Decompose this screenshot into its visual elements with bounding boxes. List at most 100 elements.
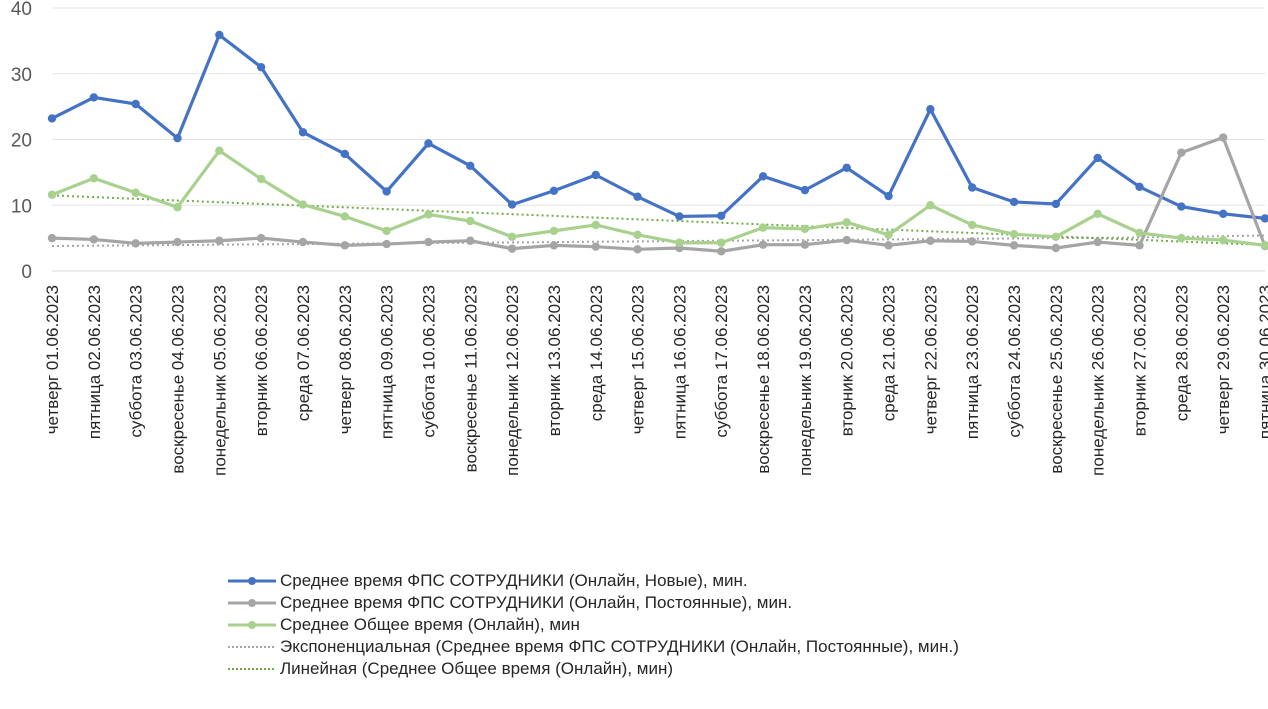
legend-item-trend-linear: Линейная (Среднее Общее время (Онлайн), …	[228, 658, 959, 680]
legend-item-series-2: Среднее время ФПС СОТРУДНИКИ (Онлайн, По…	[228, 592, 959, 614]
data-point	[717, 211, 726, 220]
data-point	[800, 185, 810, 195]
data-point	[1009, 197, 1019, 207]
x-tick-label: понедельник 26.06.2023	[1089, 285, 1108, 476]
x-tick-label: четверг 15.06.2023	[629, 285, 648, 434]
data-point	[131, 239, 140, 248]
series-line-2	[51, 135, 1267, 253]
data-point	[591, 170, 600, 180]
data-point	[926, 201, 935, 210]
x-tick-label: воскресенье 18.06.2023	[754, 285, 773, 474]
data-point	[256, 233, 266, 243]
x-tick-label: воскресенье 25.06.2023	[1047, 285, 1066, 474]
x-tick-label: суббота 03.06.2023	[127, 285, 146, 438]
plot-area	[47, 30, 1268, 256]
data-point	[47, 233, 57, 243]
x-tick-label: суббота 24.06.2023	[1005, 285, 1024, 438]
data-point	[968, 237, 977, 246]
x-tick-label: пятница 09.06.2023	[378, 285, 397, 439]
legend: Среднее время ФПС СОТРУДНИКИ (Онлайн, Но…	[228, 570, 959, 680]
y-tick-label: 20	[11, 131, 32, 152]
data-point	[1177, 233, 1186, 243]
trendline-linear	[51, 194, 1266, 246]
data-point	[47, 190, 57, 199]
data-point	[633, 192, 642, 201]
data-point	[215, 146, 224, 155]
legend-label-series-3: Среднее Общее время (Онлайн), мин	[280, 615, 580, 634]
data-point	[884, 230, 893, 240]
data-point	[968, 220, 977, 230]
x-tick-label: пятница 16.06.2023	[670, 285, 689, 439]
data-point	[1009, 229, 1019, 239]
x-tick-label: пятница 30.06.2023	[1256, 285, 1268, 439]
x-tick-label: четверг 29.06.2023	[1214, 285, 1233, 434]
data-point	[507, 232, 517, 242]
data-point	[842, 163, 851, 172]
y-tick-label: 40	[11, 0, 32, 20]
legend-label-trend-exponential: Экспоненциальная (Среднее время ФПС СОТР…	[280, 637, 959, 656]
series-line-1	[51, 33, 1266, 220]
y-tick-label: 10	[11, 196, 32, 217]
legend-item-series-1: Среднее время ФПС СОТРУДНИКИ (Онлайн, Но…	[228, 570, 959, 592]
x-tick-label: вторник 13.06.2023	[545, 285, 564, 436]
data-point	[466, 161, 475, 170]
data-point	[758, 172, 768, 181]
legend-swatch-trend-exponential	[228, 646, 276, 648]
series-3	[47, 146, 1268, 250]
data-point	[1135, 241, 1144, 250]
data-point	[256, 62, 266, 72]
x-tick-label: среда 14.06.2023	[587, 285, 606, 421]
data-point	[89, 174, 99, 183]
data-point	[382, 239, 391, 249]
grid	[52, 7, 1265, 272]
data-point	[884, 241, 893, 250]
data-point	[591, 242, 600, 251]
data-point	[1135, 228, 1144, 238]
data-point	[968, 183, 977, 192]
legend-item-series-3: Среднее Общее время (Онлайн), мин	[228, 614, 959, 636]
data-point	[173, 237, 182, 247]
data-point	[340, 149, 349, 159]
x-tick-label: среда 28.06.2023	[1172, 285, 1191, 421]
x-tick-label: воскресенье 04.06.2023	[168, 285, 187, 474]
data-point	[717, 238, 726, 247]
x-tick-label: понедельник 12.06.2023	[503, 285, 522, 476]
data-point	[549, 186, 559, 195]
data-point	[173, 133, 182, 143]
x-tick-label: вторник 27.06.2023	[1131, 285, 1150, 436]
data-point	[1177, 148, 1186, 157]
data-point	[591, 220, 600, 230]
data-point	[340, 241, 349, 250]
data-point	[215, 236, 224, 245]
data-point	[1218, 133, 1228, 142]
data-point	[466, 236, 475, 245]
legend-label-trend-linear: Линейная (Среднее Общее время (Онлайн), …	[280, 659, 673, 678]
data-point	[633, 230, 642, 240]
y-tick-label: 30	[11, 65, 32, 86]
data-point	[215, 30, 224, 40]
data-point	[675, 212, 684, 221]
data-point	[1093, 237, 1102, 247]
data-point	[1260, 214, 1268, 223]
data-point	[1051, 232, 1061, 242]
data-point	[1177, 202, 1186, 211]
x-tick-label: четверг 22.06.2023	[921, 285, 940, 434]
data-point	[298, 128, 308, 137]
data-point	[507, 200, 517, 209]
x-tick-label: четверг 01.06.2023	[43, 285, 62, 434]
data-point	[549, 241, 559, 250]
x-tick-label: пятница 02.06.2023	[85, 285, 104, 439]
data-point	[382, 187, 391, 196]
data-point	[842, 218, 851, 227]
x-tick-label: четверг 08.06.2023	[336, 285, 355, 434]
data-point	[800, 240, 810, 249]
legend-swatch-series-1	[228, 577, 276, 585]
data-point	[1135, 182, 1144, 192]
data-point	[131, 188, 140, 197]
data-point	[1051, 243, 1061, 253]
data-point	[382, 226, 391, 236]
x-tick-label: воскресенье 11.06.2023	[461, 285, 480, 472]
data-point	[758, 240, 768, 249]
x-tick-label: пятница 23.06.2023	[963, 285, 982, 439]
